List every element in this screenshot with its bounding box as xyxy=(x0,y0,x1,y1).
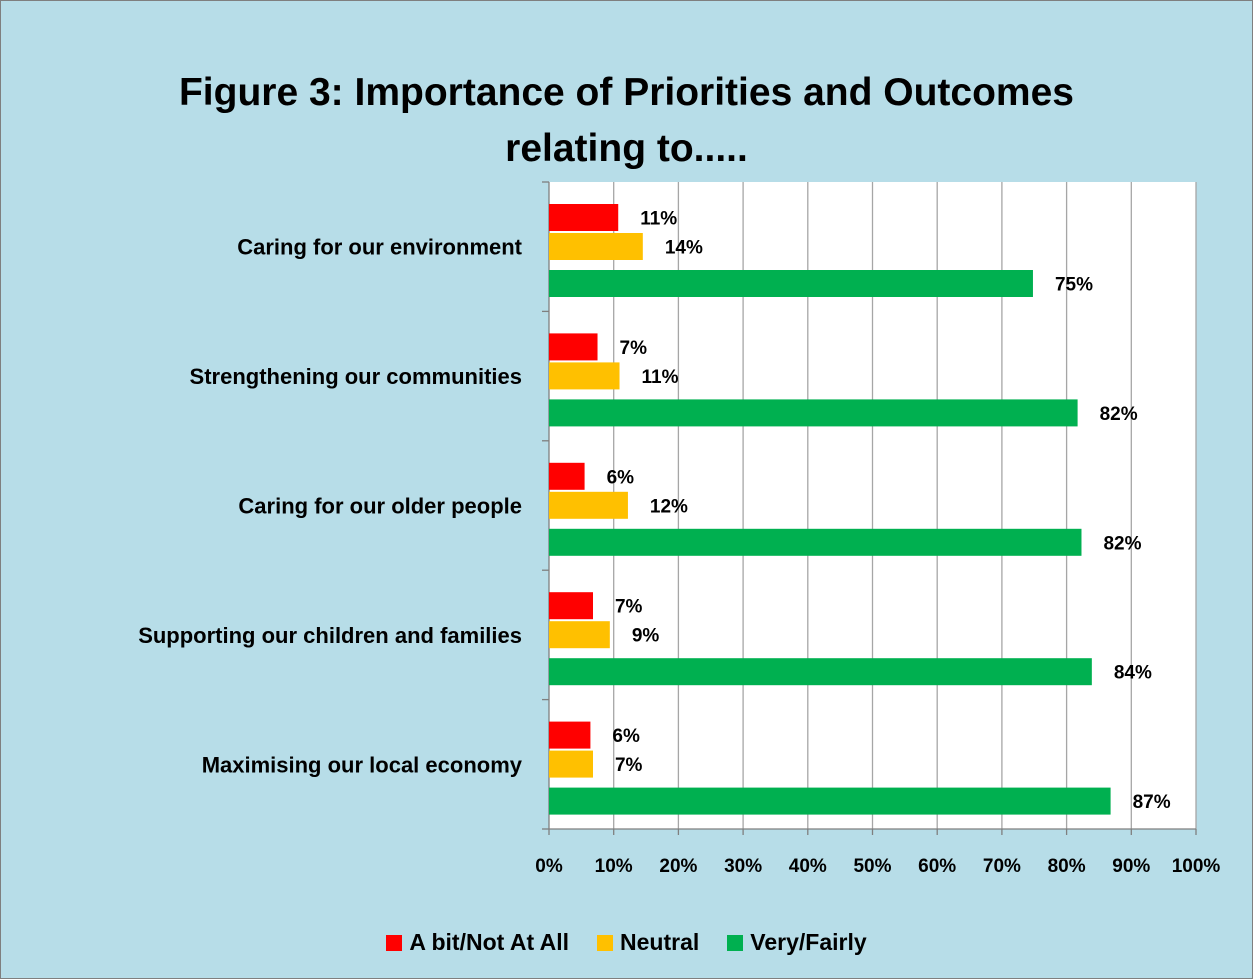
bar xyxy=(549,658,1092,686)
data-label: 7% xyxy=(615,755,643,776)
chart-title-line-1: Figure 3: Importance of Priorities and O… xyxy=(178,71,1074,114)
x-tick-label: 100% xyxy=(1172,856,1221,877)
data-label: 75% xyxy=(1055,275,1093,296)
bar xyxy=(549,787,1111,815)
x-tick-label: 30% xyxy=(724,856,762,877)
legend-label: A bit/Not At All xyxy=(409,929,570,955)
chart-title-line-2: relating to..... xyxy=(505,127,748,170)
bar xyxy=(549,462,585,490)
x-tick-label: 60% xyxy=(918,856,956,877)
legend-item: Very/Fairly xyxy=(727,929,867,956)
bar xyxy=(549,362,620,390)
bar xyxy=(549,721,591,749)
bar xyxy=(549,399,1078,427)
data-label: 9% xyxy=(632,626,660,647)
bar xyxy=(549,750,593,778)
category-label: Caring for our older people xyxy=(238,494,522,519)
x-tick-label: 50% xyxy=(853,856,891,877)
data-label: 11% xyxy=(642,367,679,388)
data-label: 6% xyxy=(607,467,635,488)
data-label: 84% xyxy=(1114,663,1152,684)
x-tick-label: 40% xyxy=(789,856,827,877)
category-label: Strengthening our communities xyxy=(190,364,522,389)
bar xyxy=(549,204,619,231)
x-tick-label: 70% xyxy=(983,856,1021,877)
x-tick-label: 80% xyxy=(1048,856,1086,877)
legend-swatch xyxy=(386,934,403,951)
legend-swatch xyxy=(727,934,744,951)
legend-item: A bit/Not At All xyxy=(386,929,569,956)
data-label: 14% xyxy=(665,238,703,259)
x-tick-label: 90% xyxy=(1112,856,1150,877)
legend-item: Neutral xyxy=(597,929,699,956)
chart-title: Figure 3: Importance of Priorities and O… xyxy=(1,65,1252,177)
x-tick-label: 10% xyxy=(595,856,633,877)
data-label: 82% xyxy=(1100,404,1138,425)
category-label: Maximising our local economy xyxy=(202,752,523,777)
data-label: 12% xyxy=(650,496,688,517)
bar xyxy=(549,621,610,649)
data-label: 87% xyxy=(1133,792,1171,813)
bar xyxy=(549,491,628,519)
bar xyxy=(549,233,643,260)
bar xyxy=(549,333,598,361)
data-label: 7% xyxy=(615,597,643,618)
legend-swatch xyxy=(597,934,614,951)
bar xyxy=(549,528,1082,556)
category-label: Supporting our children and families xyxy=(138,623,522,648)
legend: A bit/Not At All Neutral Very/Fairly xyxy=(1,929,1252,956)
plot-layer: 0% 10% 20% 30% 40% 50% 60% 70% 80% 90% 100% Caring … xyxy=(138,181,1221,877)
data-label: 6% xyxy=(612,726,640,747)
x-tick-label: 20% xyxy=(659,856,697,877)
data-label: 7% xyxy=(620,338,648,359)
data-label: 11% xyxy=(640,209,677,230)
bar xyxy=(549,592,593,620)
bar xyxy=(549,270,1033,297)
data-label: 82% xyxy=(1103,533,1141,554)
x-tick-label: 0% xyxy=(535,856,563,877)
legend-label: Very/Fairly xyxy=(750,929,867,955)
legend-label: Neutral xyxy=(620,929,700,955)
category-label: Caring for our environment xyxy=(237,235,522,260)
